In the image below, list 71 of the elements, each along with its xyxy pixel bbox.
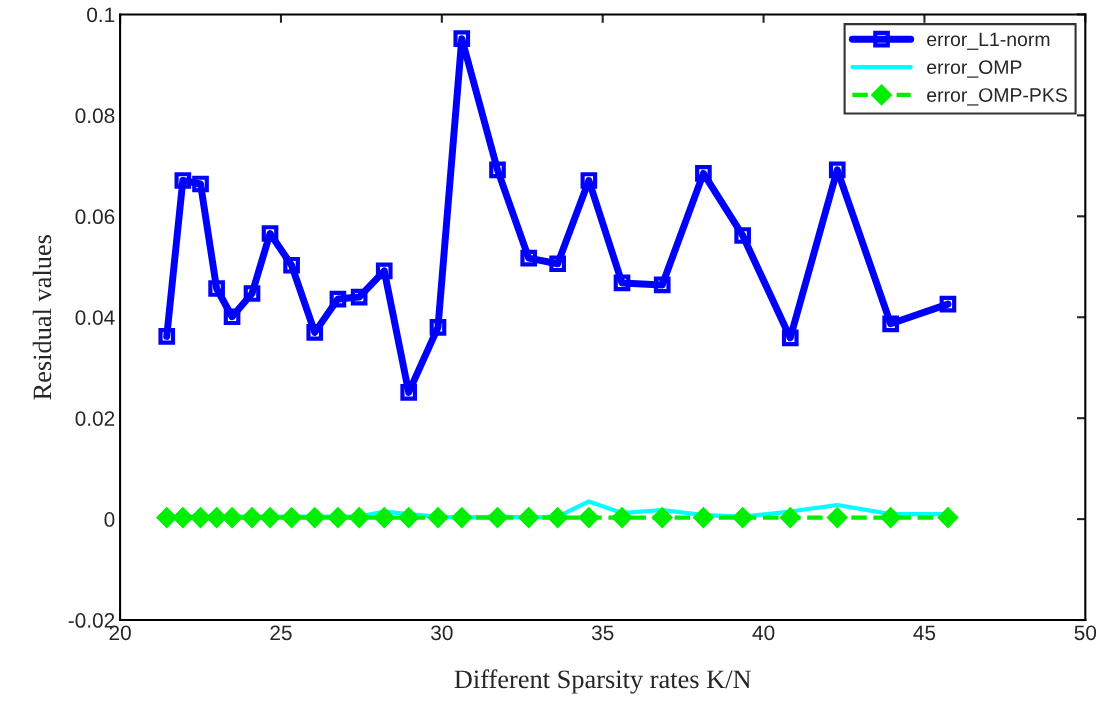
point [349, 507, 370, 528]
point [243, 285, 261, 302]
point [653, 276, 671, 294]
point [451, 507, 472, 528]
point [350, 288, 368, 306]
point [882, 315, 899, 333]
point [520, 249, 538, 267]
point [172, 507, 193, 528]
point [222, 507, 243, 528]
point [489, 161, 506, 179]
point [261, 225, 279, 242]
point [306, 324, 324, 341]
point [174, 172, 192, 189]
point [652, 507, 673, 528]
y-tick-label: 0.02 [75, 411, 115, 426]
point [518, 507, 539, 528]
legend-label: error_OMP-PKS [927, 88, 1067, 106]
y-axis-title: Residual values [32, 235, 52, 400]
point [327, 507, 348, 528]
point [732, 507, 753, 528]
point [400, 384, 418, 401]
point [612, 507, 632, 528]
point [453, 30, 471, 47]
point [428, 507, 448, 528]
y-tick-label: 0.08 [75, 108, 115, 124]
point [580, 172, 598, 189]
point [880, 507, 901, 528]
point [547, 507, 568, 528]
point [828, 161, 846, 179]
x-tick-label: 30 [431, 625, 453, 641]
x-tick-label: 45 [913, 625, 936, 641]
point [695, 165, 712, 182]
point [260, 507, 280, 528]
point [158, 328, 176, 345]
point [937, 507, 958, 528]
legend-label: error_L1-norm [927, 32, 1050, 50]
point [329, 290, 347, 308]
point [780, 507, 801, 528]
point [781, 329, 799, 347]
x-tick-label: 40 [752, 625, 775, 641]
point [374, 507, 395, 528]
x-tick-label: 35 [591, 625, 614, 641]
point [939, 295, 957, 313]
y-tick-label: 0.04 [75, 310, 115, 325]
point [281, 507, 302, 528]
y-tick-label: 0.06 [75, 209, 115, 225]
point [192, 175, 209, 193]
point [304, 507, 325, 528]
point [156, 507, 177, 528]
point [242, 507, 262, 528]
point [487, 507, 508, 528]
point [734, 227, 751, 244]
point [613, 274, 631, 292]
point [549, 255, 566, 273]
point [398, 507, 419, 528]
point [223, 308, 241, 326]
y-tick-label: 0 [104, 512, 115, 527]
y-tick-label: 0.1 [87, 7, 115, 23]
point [693, 507, 714, 528]
legend-label: error_OMP [927, 60, 1022, 78]
x-axis-title: Different Sparsity rates K/N [454, 669, 751, 694]
point [375, 262, 393, 280]
x-tick-label: 25 [270, 625, 292, 641]
point [429, 318, 447, 336]
point [578, 507, 599, 528]
point [190, 507, 211, 528]
point [208, 280, 225, 297]
point [206, 507, 227, 528]
point [827, 507, 848, 528]
point [283, 256, 300, 274]
x-tick-label: 50 [1074, 625, 1097, 641]
